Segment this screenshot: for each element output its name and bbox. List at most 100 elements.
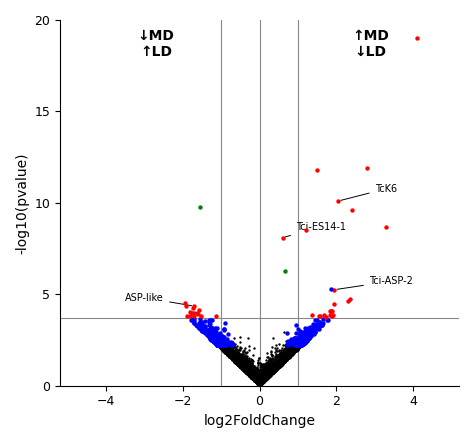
Point xyxy=(262,361,269,368)
Point xyxy=(281,353,289,360)
Point xyxy=(248,371,255,378)
Point xyxy=(230,357,237,364)
Point xyxy=(277,362,284,369)
Point xyxy=(279,355,286,362)
Point xyxy=(275,357,283,364)
Point xyxy=(264,369,272,377)
Point xyxy=(253,369,261,377)
Point xyxy=(273,365,280,372)
Point xyxy=(243,369,251,376)
Point xyxy=(242,361,250,368)
Point xyxy=(270,367,277,374)
Point xyxy=(272,360,279,367)
Point xyxy=(219,347,227,354)
Point xyxy=(244,366,251,373)
Point xyxy=(287,351,294,358)
Point xyxy=(250,370,257,377)
Point xyxy=(253,375,260,382)
Point xyxy=(232,354,240,361)
Point xyxy=(219,338,227,345)
Point xyxy=(280,358,288,365)
Point xyxy=(288,349,296,356)
Point xyxy=(252,365,260,373)
Point xyxy=(257,378,265,385)
Point xyxy=(252,376,259,383)
Point xyxy=(248,374,255,381)
Point xyxy=(256,379,264,386)
Point xyxy=(245,372,253,379)
Point xyxy=(251,377,259,384)
Point xyxy=(263,375,271,382)
Point xyxy=(257,380,265,387)
Point xyxy=(217,336,224,343)
Point xyxy=(269,366,277,373)
Point xyxy=(265,371,273,378)
Point xyxy=(249,368,256,375)
Point xyxy=(276,361,284,368)
Point xyxy=(270,365,277,372)
Point xyxy=(303,328,310,335)
Point xyxy=(250,369,258,377)
Point xyxy=(284,345,292,352)
Point xyxy=(228,350,235,358)
Point xyxy=(243,367,250,374)
Point xyxy=(237,363,245,370)
Point xyxy=(243,366,251,373)
Point xyxy=(273,364,281,371)
Point xyxy=(238,360,246,367)
Point xyxy=(246,371,254,378)
Point xyxy=(265,360,273,367)
Point xyxy=(250,377,258,384)
Point xyxy=(237,358,244,365)
Point xyxy=(260,370,267,377)
Point xyxy=(218,341,225,348)
Point xyxy=(250,374,258,381)
Point xyxy=(234,358,241,365)
Point xyxy=(254,377,262,384)
Point xyxy=(283,352,290,359)
Point xyxy=(232,350,240,358)
Point xyxy=(275,361,283,368)
Point xyxy=(261,369,268,376)
Point xyxy=(218,342,225,349)
Point xyxy=(241,366,249,373)
Point xyxy=(234,349,242,356)
Point xyxy=(246,368,254,375)
Point xyxy=(243,367,251,374)
Point xyxy=(246,365,253,372)
Point xyxy=(188,317,196,324)
Point xyxy=(294,338,302,345)
Point xyxy=(233,347,241,354)
Point xyxy=(303,336,311,343)
Point xyxy=(300,339,308,346)
Point xyxy=(248,356,256,363)
Point xyxy=(240,367,248,374)
Point xyxy=(256,379,264,386)
Point xyxy=(298,338,305,345)
Point xyxy=(281,356,289,363)
Point xyxy=(224,350,231,358)
Point xyxy=(264,374,272,381)
Point xyxy=(215,334,222,341)
Point xyxy=(244,368,251,375)
Point xyxy=(275,357,283,364)
Point xyxy=(252,377,259,384)
Point xyxy=(250,371,258,378)
Point xyxy=(208,337,216,344)
Point xyxy=(301,334,309,342)
Point xyxy=(241,365,248,372)
Point xyxy=(252,370,259,377)
Point xyxy=(262,373,269,380)
Point xyxy=(233,359,241,366)
Point xyxy=(262,369,269,377)
Point xyxy=(257,381,264,388)
Point xyxy=(273,365,281,372)
Point xyxy=(252,378,260,385)
Point xyxy=(273,361,281,369)
Point xyxy=(267,368,275,375)
Point xyxy=(233,359,240,366)
Point xyxy=(302,330,310,338)
Point xyxy=(211,334,219,342)
Point xyxy=(195,324,203,331)
Point xyxy=(248,365,255,372)
